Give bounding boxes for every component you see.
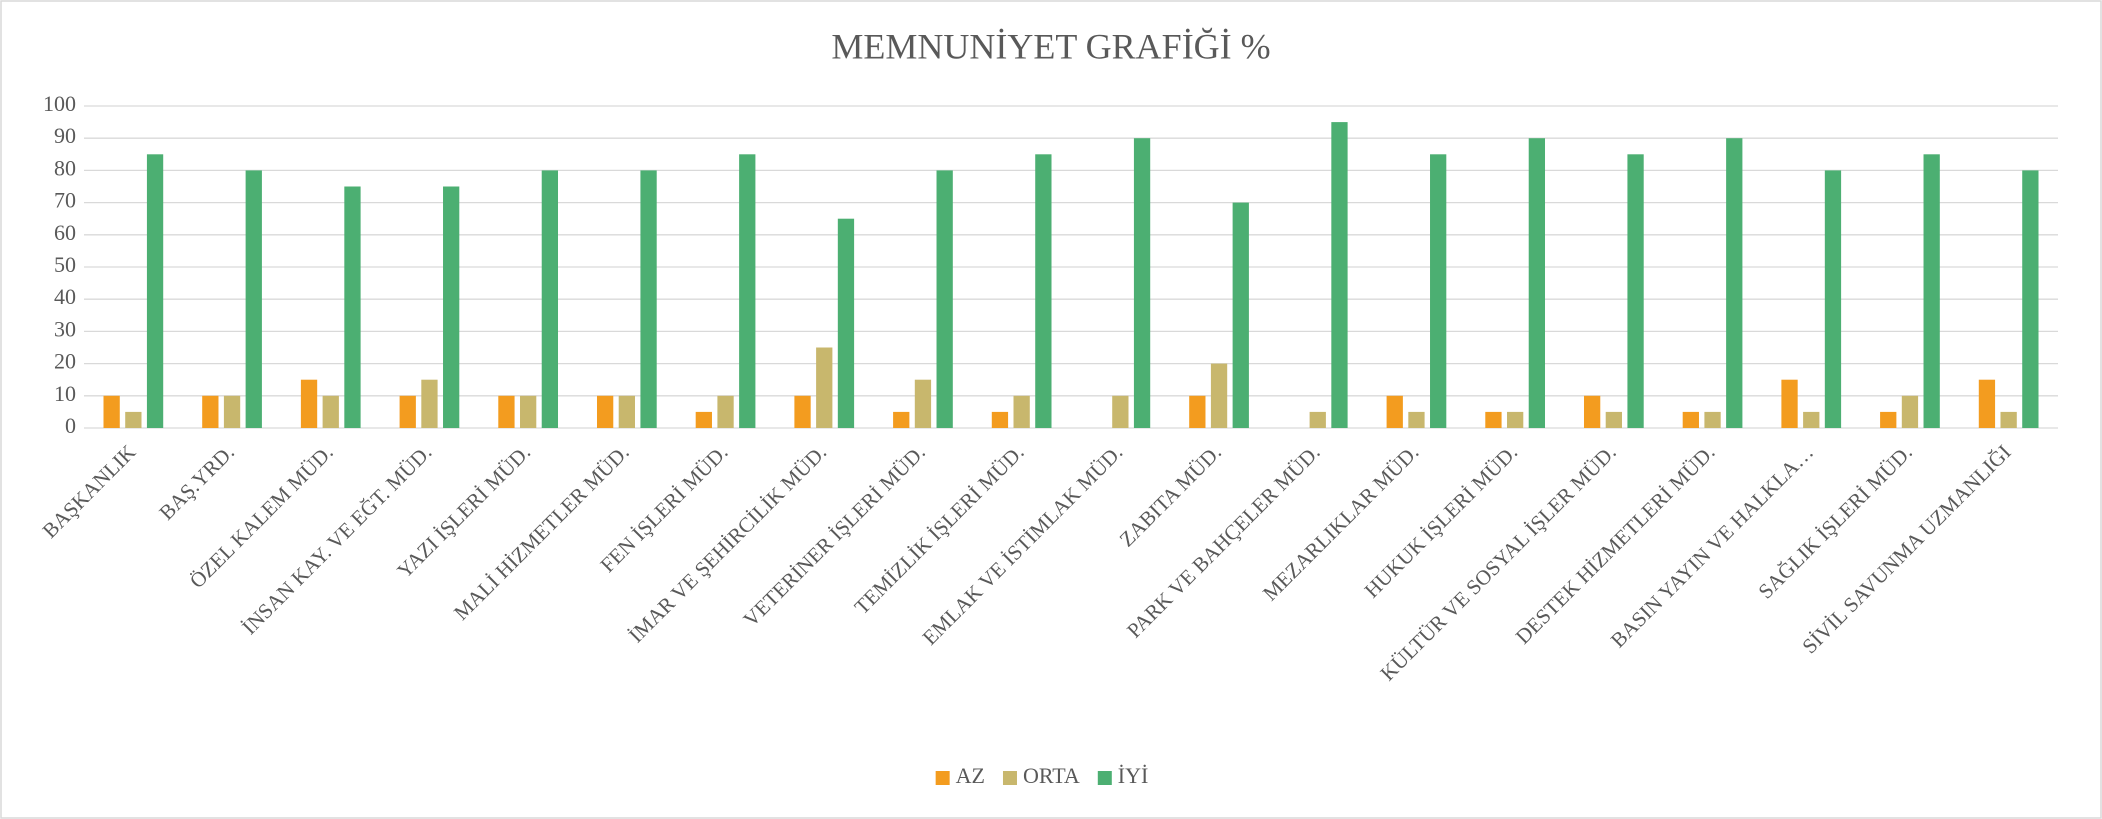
bar <box>1112 395 1129 428</box>
bar <box>816 347 833 428</box>
bar <box>596 395 614 428</box>
bar <box>1528 138 1546 428</box>
bar <box>1704 411 1721 428</box>
bar <box>300 379 318 428</box>
y-tick-label: 50 <box>54 252 76 277</box>
y-tick-label: 10 <box>54 381 76 406</box>
bar <box>1133 138 1151 428</box>
bar <box>794 395 811 428</box>
bar <box>936 170 953 428</box>
bar <box>1583 395 1601 428</box>
bar <box>695 411 712 428</box>
bar <box>1682 411 1699 428</box>
bar <box>1978 379 1996 428</box>
bar <box>739 154 756 429</box>
bar <box>991 411 1009 428</box>
bar <box>640 170 657 428</box>
legend-label: İYİ <box>1118 763 1149 788</box>
legend-swatch <box>1002 771 1017 785</box>
bar <box>443 186 460 428</box>
y-tick-label: 40 <box>54 284 76 309</box>
bar <box>223 395 241 428</box>
bar <box>498 395 515 428</box>
y-tick-label: 60 <box>54 220 76 245</box>
bar <box>1408 411 1425 428</box>
bar <box>1430 154 1447 429</box>
bar <box>717 395 734 428</box>
bar <box>1035 154 1052 429</box>
bar <box>1726 138 1743 428</box>
bar <box>893 411 910 428</box>
bar <box>914 379 932 428</box>
bar <box>1901 395 1919 428</box>
y-tick-label: 30 <box>54 316 76 341</box>
bar <box>618 395 635 428</box>
bar <box>2022 170 2039 428</box>
bar <box>1605 411 1622 428</box>
bar <box>1627 154 1644 429</box>
bar <box>1781 379 1798 428</box>
bar <box>103 395 120 428</box>
bar <box>1210 363 1228 428</box>
y-tick-label: 0 <box>65 413 76 438</box>
bar <box>1331 122 1348 428</box>
bar <box>344 186 361 428</box>
bar <box>1923 154 1940 429</box>
bar <box>125 411 142 428</box>
legend-swatch <box>935 771 950 785</box>
legend-label: AZ <box>956 763 985 788</box>
legend-swatch <box>1097 771 1112 785</box>
y-tick-label: 20 <box>54 349 76 374</box>
bar <box>399 395 416 428</box>
y-tick-label: 90 <box>54 123 76 148</box>
bar <box>421 379 438 428</box>
bar <box>1803 411 1820 428</box>
y-tick-label: 70 <box>54 188 76 213</box>
bar <box>1507 411 1524 428</box>
bar <box>837 218 855 428</box>
y-tick-label: 100 <box>43 91 76 116</box>
bar <box>1386 395 1403 428</box>
bar <box>322 395 339 428</box>
bar <box>1485 411 1502 428</box>
bar <box>202 395 219 428</box>
y-tick-label: 80 <box>54 155 76 180</box>
bar <box>245 170 262 428</box>
bar <box>1189 395 1206 428</box>
bar <box>1880 411 1897 428</box>
bar <box>146 154 164 429</box>
bar <box>1824 170 1842 428</box>
bar <box>541 170 559 428</box>
legend-label: ORTA <box>1023 763 1080 788</box>
bar <box>1309 411 1326 428</box>
bar <box>520 395 537 428</box>
chart-title: MEMNUNİYET GRAFİĞİ % <box>831 26 1270 66</box>
bar <box>1232 202 1249 428</box>
bar <box>2000 411 2017 428</box>
bar <box>1013 395 1030 428</box>
